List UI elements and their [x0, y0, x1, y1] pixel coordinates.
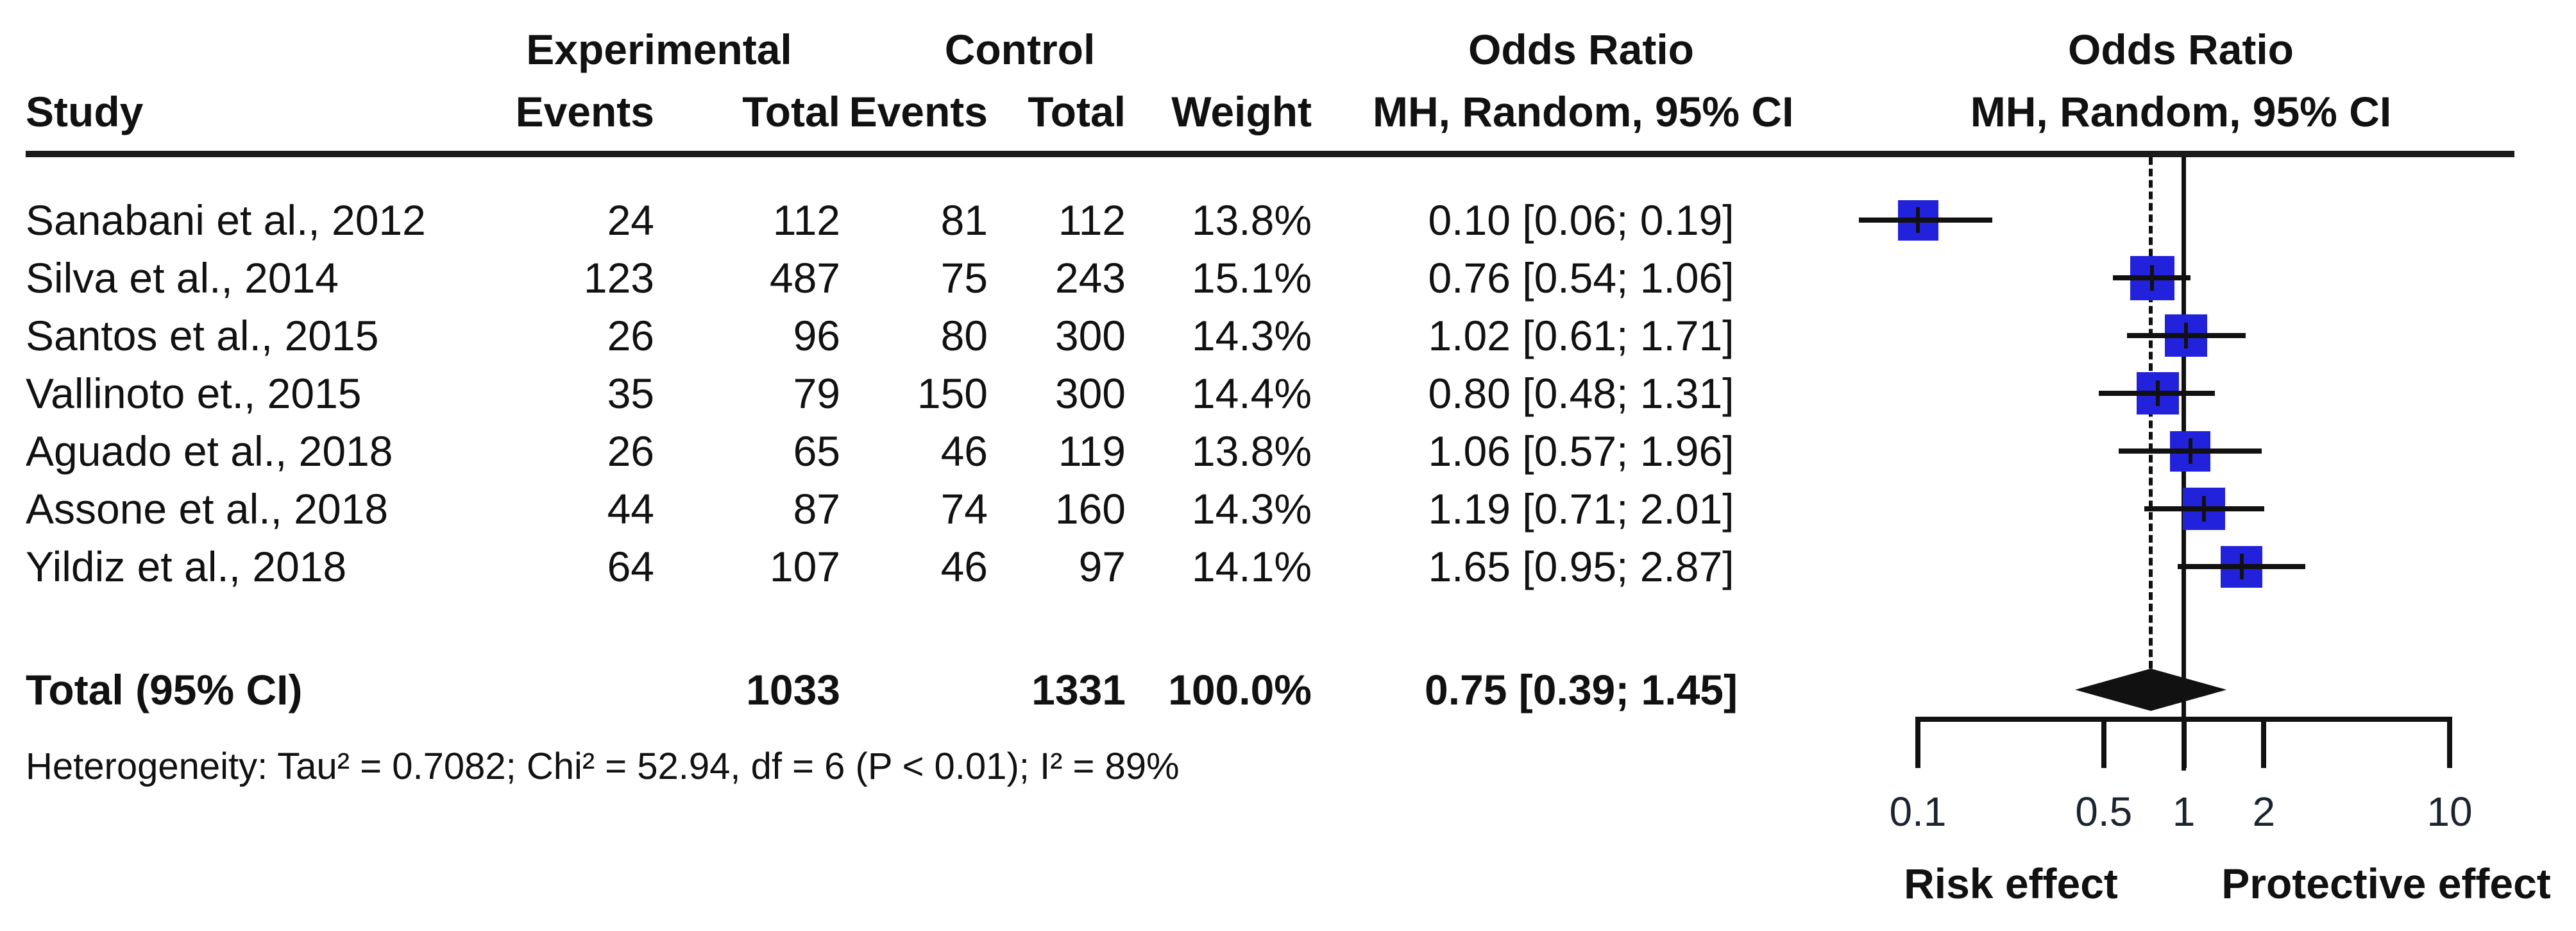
- experimental-events: 35: [607, 370, 654, 417]
- x-axis-tick-label: 1: [2172, 789, 2196, 835]
- weight-value: 14.3%: [1191, 485, 1312, 533]
- header-mh-random-ci-text-column: MH, Random, 95% CI: [1373, 88, 1794, 135]
- experimental-total: 65: [793, 427, 840, 475]
- control-total: 119: [1058, 427, 1126, 475]
- weight-value: 14.1%: [1191, 543, 1312, 590]
- control-total: 97: [1078, 543, 1126, 590]
- axis-label-risk-effect: Risk effect: [1904, 860, 2118, 907]
- heterogeneity-statistics: Heterogeneity: Tau² = 0.7082; Chi² = 52.…: [26, 746, 1180, 787]
- x-axis-tick-label: 2: [2252, 789, 2276, 835]
- weight-value: 15.1%: [1191, 254, 1312, 302]
- point-estimate-tick: [2201, 496, 2206, 522]
- point-estimate-tick: [1916, 207, 1920, 233]
- header-experimental-group: Experimental: [526, 26, 792, 73]
- pooled-diamond: [2074, 669, 2227, 711]
- x-axis-tick: [2261, 717, 2267, 768]
- odds-ratio-ci-text: 1.02 [0.61; 1.71]: [1428, 312, 1734, 359]
- total-weight: 100.0%: [1168, 666, 1312, 713]
- experimental-events: 64: [607, 543, 654, 590]
- experimental-events: 26: [607, 312, 654, 359]
- odds-ratio-ci-text: 1.06 [0.57; 1.96]: [1428, 427, 1734, 475]
- experimental-events: 123: [583, 254, 654, 302]
- total-experimental-total: 1033: [746, 666, 840, 713]
- control-total: 160: [1055, 485, 1126, 533]
- axis-label-protective-effect: Protective effect: [2221, 860, 2551, 907]
- odds-ratio-ci-text: 1.65 [0.95; 2.87]: [1428, 543, 1734, 590]
- header-control-group: Control: [944, 26, 1096, 73]
- experimental-total: 87: [793, 485, 840, 533]
- study-name: Vallinoto et., 2015: [26, 370, 362, 417]
- study-name: Sanabani et al., 2012: [26, 196, 426, 244]
- experimental-total: 487: [769, 254, 840, 302]
- confidence-interval-line: [1859, 218, 1992, 223]
- study-name: Aguado et al., 2018: [26, 427, 393, 475]
- experimental-total: 79: [793, 370, 840, 417]
- total-control-total: 1331: [1031, 666, 1126, 713]
- x-axis-tick: [1915, 717, 1920, 768]
- experimental-total: 107: [769, 543, 840, 590]
- weight-value: 13.8%: [1191, 427, 1312, 475]
- odds-ratio-ci-text: 0.76 [0.54; 1.06]: [1428, 254, 1734, 302]
- control-events: 75: [940, 254, 988, 302]
- control-events: 80: [940, 312, 988, 359]
- x-axis-tick-label: 10: [2427, 789, 2473, 835]
- control-total: 300: [1055, 312, 1126, 359]
- control-total: 300: [1055, 370, 1126, 417]
- odds-ratio-ci-text: 1.19 [0.71; 2.01]: [1428, 485, 1734, 533]
- x-axis-tick: [2447, 717, 2452, 768]
- experimental-events: 44: [607, 485, 654, 533]
- odds-ratio-ci-text: 0.10 [0.06; 0.19]: [1428, 196, 1734, 244]
- x-axis-tick-label: 0.1: [1889, 789, 1947, 835]
- point-estimate-tick: [2156, 380, 2160, 406]
- header-weight: Weight: [1171, 88, 1312, 135]
- control-events: 46: [940, 543, 988, 590]
- control-events: 46: [940, 427, 988, 475]
- point-estimate-tick: [2150, 265, 2155, 291]
- study-name: Yildiz et al., 2018: [26, 543, 347, 590]
- control-total: 112: [1058, 196, 1126, 244]
- control-events: 81: [940, 196, 988, 244]
- weight-value: 14.3%: [1191, 312, 1312, 359]
- control-events: 74: [940, 485, 988, 533]
- header-study: Study: [26, 88, 144, 135]
- weight-value: 14.4%: [1191, 370, 1312, 417]
- header-mh-random-ci-plot-column: MH, Random, 95% CI: [1970, 88, 2392, 135]
- x-axis-tick-label: 0.5: [2075, 789, 2133, 835]
- header-odds-ratio-text-column: Odds Ratio: [1468, 26, 1694, 73]
- total-odds-ratio-ci: 0.75 [0.39; 1.45]: [1425, 666, 1738, 713]
- total-row-label: Total (95% CI): [26, 666, 303, 713]
- experimental-total: 96: [793, 312, 840, 359]
- x-axis-tick: [2101, 717, 2106, 768]
- control-events: 150: [917, 370, 988, 417]
- header-control-events: Events: [849, 88, 988, 135]
- header-divider-rule: [26, 151, 2514, 157]
- point-estimate-tick: [2184, 323, 2189, 348]
- point-estimate-tick: [2239, 554, 2244, 579]
- experimental-events: 24: [607, 196, 654, 244]
- study-name: Silva et al., 2014: [26, 254, 339, 302]
- study-name: Assone et al., 2018: [26, 485, 389, 533]
- header-control-total: Total: [1028, 88, 1126, 135]
- odds-ratio-ci-text: 0.80 [0.48; 1.31]: [1428, 370, 1734, 417]
- x-axis-tick: [2181, 717, 2187, 768]
- header-experimental-events: Events: [515, 88, 654, 135]
- control-total: 243: [1055, 254, 1126, 302]
- weight-value: 13.8%: [1191, 196, 1312, 244]
- header-experimental-total: Total: [742, 88, 840, 135]
- header-odds-ratio-plot-column: Odds Ratio: [2067, 26, 2294, 73]
- study-name: Santos et al., 2015: [26, 312, 379, 359]
- experimental-events: 26: [607, 427, 654, 475]
- point-estimate-tick: [2188, 438, 2192, 464]
- experimental-total: 112: [772, 196, 840, 244]
